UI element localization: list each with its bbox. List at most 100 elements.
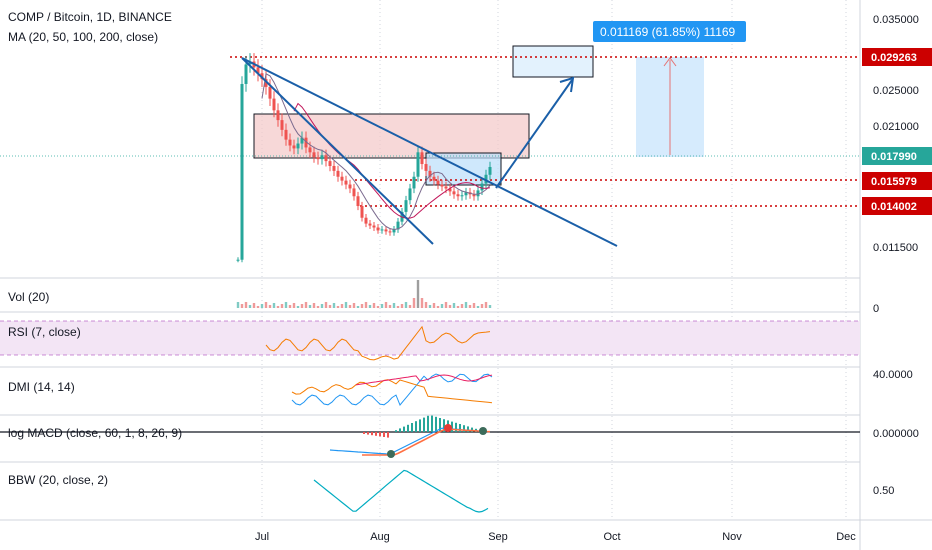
- volume-bar: [480, 304, 484, 308]
- macd-hist-bar: [459, 424, 461, 432]
- macd-hist-bar: [431, 415, 433, 432]
- volume-bar: [272, 303, 276, 308]
- macd-hist-bar: [467, 426, 469, 432]
- measure-label: 0.011169 (61.85%) 11169: [593, 21, 746, 42]
- candle-body: [292, 145, 296, 149]
- volume-bar: [360, 304, 364, 308]
- x-tick: Sep: [488, 531, 508, 543]
- volume-bar: [308, 305, 312, 308]
- volume-bar: [456, 306, 460, 308]
- macd-scale: 0.000000: [873, 428, 919, 440]
- candle-body: [456, 194, 460, 197]
- svg-text:0.029263: 0.029263: [871, 52, 917, 64]
- candle-body: [432, 176, 436, 181]
- volume-bar: [324, 302, 328, 308]
- volume-bar: [444, 302, 448, 308]
- candle-body: [440, 184, 444, 187]
- volume-bar: [384, 302, 388, 308]
- bbw-line: [313, 469, 489, 513]
- dmi-scale: 40.0000: [873, 369, 913, 381]
- macd-hist-bar: [415, 421, 417, 432]
- y-tick: 0.025000: [873, 85, 919, 97]
- volume-bar: [460, 304, 464, 308]
- price-badge-29263: 0.029263: [862, 48, 932, 66]
- svg-text:0.015979: 0.015979: [871, 176, 917, 188]
- candle-body: [448, 188, 452, 192]
- macd-hist-bar: [371, 432, 373, 436]
- volume-bar: [352, 303, 356, 308]
- candle-body: [236, 259, 240, 261]
- volume-bar: [404, 302, 408, 308]
- candle-body: [428, 170, 432, 177]
- candle-body: [372, 225, 376, 228]
- volume-bar: [276, 306, 280, 308]
- candle-body: [404, 200, 408, 212]
- candle-body: [308, 147, 312, 153]
- svg-text:0.017990: 0.017990: [871, 151, 917, 163]
- candle-body: [240, 83, 244, 260]
- volume-bar: [412, 298, 416, 308]
- candle-body: [396, 221, 400, 230]
- macd-hist-bar: [427, 415, 429, 432]
- candle-body: [364, 217, 368, 224]
- candle-body: [264, 79, 268, 87]
- volume-bar: [320, 304, 324, 308]
- volume-bar: [476, 306, 480, 308]
- candle-body: [420, 152, 424, 165]
- candle-body: [324, 155, 328, 162]
- macd-hist-bar: [411, 423, 413, 432]
- candle-body: [464, 192, 468, 196]
- candle-body: [300, 137, 304, 144]
- volume-bar: [296, 306, 300, 308]
- volume-bar: [436, 306, 440, 308]
- volume-bar: [316, 306, 320, 308]
- candle-body: [480, 183, 484, 191]
- x-tick: Dec: [836, 531, 856, 543]
- macd-cross-marker: [387, 450, 395, 458]
- target-zone[interactable]: [512, 45, 594, 78]
- moving-average: [261, 73, 491, 231]
- trend-lines[interactable]: [241, 57, 618, 247]
- candle-body: [296, 143, 300, 149]
- svg-text:0.011169 (61.85%) 11169: 0.011169 (61.85%) 11169: [600, 25, 736, 39]
- volume-legend: Vol (20): [8, 290, 49, 304]
- candle-body: [348, 184, 352, 189]
- volume-bar: [376, 306, 380, 308]
- macd-hist-bar: [455, 422, 457, 432]
- resistance-zone[interactable]: [253, 113, 530, 159]
- macd-hist-bar: [379, 432, 381, 437]
- macd-cross-marker: [444, 424, 452, 432]
- y-tick: 0.035000: [873, 14, 919, 26]
- candle-body: [312, 152, 316, 158]
- volume-bar: [488, 305, 492, 308]
- candle-body: [284, 129, 288, 140]
- volume-bar: [388, 305, 392, 308]
- macd-hist-bar: [463, 425, 465, 432]
- candle-body: [380, 229, 384, 231]
- volume-bar: [288, 305, 292, 308]
- macd-hist-bar: [443, 419, 445, 432]
- candle-body: [472, 194, 476, 197]
- symbol-title: COMP / Bitcoin, 1D, BINANCE: [8, 10, 172, 24]
- candle-body: [452, 191, 456, 195]
- macd-hist-bar: [407, 424, 409, 432]
- macd-hist-bar: [399, 428, 401, 432]
- volume-bar: [440, 304, 444, 308]
- dmi-plus-line: [291, 373, 493, 406]
- volume-bar: [484, 302, 488, 308]
- macd-hist-bar: [363, 432, 365, 434]
- price-badge-15979: 0.015979: [862, 172, 932, 190]
- volume-bar: [464, 302, 468, 308]
- volume-bar: [240, 304, 244, 308]
- volume-bar: [348, 305, 352, 308]
- candle-body: [320, 155, 324, 160]
- macd-hist-bar: [403, 426, 405, 432]
- volume-bar: [284, 302, 288, 308]
- candle-body: [368, 223, 372, 226]
- candle-body: [340, 176, 344, 181]
- candle-body: [276, 110, 280, 121]
- rsi-band: [0, 321, 860, 355]
- candle-body: [476, 190, 480, 197]
- price-levels: [230, 56, 860, 207]
